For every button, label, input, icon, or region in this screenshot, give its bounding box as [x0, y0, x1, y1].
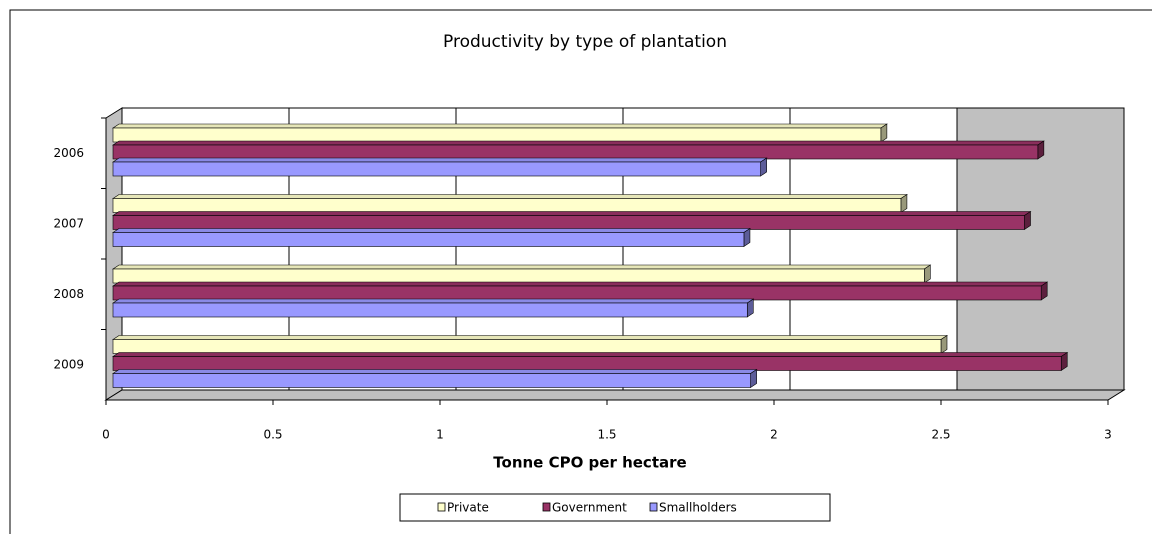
x-axis-title: Tonne CPO per hectare — [493, 454, 686, 472]
bar-top — [112, 264, 932, 270]
bar — [112, 144, 1039, 160]
bar-top — [112, 140, 1045, 146]
floor — [104, 389, 1126, 401]
legend-label: Private — [447, 501, 489, 515]
chart-title: Productivity by type of plantation — [443, 32, 727, 52]
bar — [112, 373, 751, 388]
bar-top — [112, 157, 768, 163]
bar — [112, 232, 745, 247]
x-tick-label: 3 — [1104, 428, 1112, 442]
x-tick-label: 2 — [770, 428, 778, 442]
bar — [112, 268, 925, 284]
x-tick-label: 1 — [436, 428, 444, 442]
y-tick-label: 2009 — [53, 357, 84, 371]
bar-top — [112, 194, 908, 199]
x-tick-label: 2.5 — [931, 428, 950, 442]
bar-top — [112, 335, 948, 340]
x-tick-label: 0 — [102, 428, 110, 442]
legend-box — [399, 493, 831, 522]
bar-top — [112, 211, 1032, 216]
legend-swatch — [437, 502, 446, 512]
bar — [112, 302, 748, 318]
bar — [112, 215, 1025, 230]
y-tick-label: 2007 — [53, 216, 84, 230]
bar — [112, 339, 942, 354]
bar-top — [112, 281, 1049, 287]
bar-top — [112, 228, 751, 233]
bar — [112, 285, 1042, 301]
y-tick-label: 2006 — [53, 146, 84, 160]
bar-top — [112, 369, 758, 374]
y-tick-label: 2008 — [53, 287, 84, 301]
bar — [112, 198, 902, 213]
x-tick-label: 0.5 — [263, 428, 282, 442]
legend-swatch — [542, 502, 551, 512]
bar — [112, 127, 882, 143]
legend-label: Smallholders — [659, 501, 737, 515]
bar-top — [112, 298, 755, 304]
legend-label: Government — [552, 501, 627, 515]
legend-swatch — [649, 502, 658, 512]
bar-top — [112, 123, 888, 129]
bar — [112, 161, 761, 177]
x-tick-label: 1.5 — [597, 428, 616, 442]
bar-top — [112, 352, 1069, 357]
bar — [112, 356, 1062, 371]
